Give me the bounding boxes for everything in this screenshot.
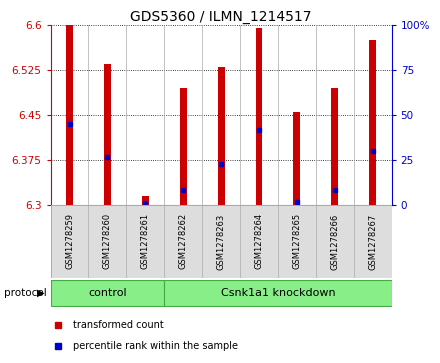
Text: GSM1278262: GSM1278262 bbox=[179, 213, 188, 269]
Text: protocol: protocol bbox=[4, 288, 47, 298]
Text: GSM1278259: GSM1278259 bbox=[65, 213, 74, 269]
Text: GSM1278264: GSM1278264 bbox=[254, 213, 264, 269]
Bar bbox=[104, 64, 111, 205]
Text: GSM1278263: GSM1278263 bbox=[216, 213, 226, 269]
Text: GSM1278267: GSM1278267 bbox=[368, 213, 377, 269]
Bar bbox=[256, 28, 262, 205]
Bar bbox=[218, 67, 224, 205]
Text: ▶: ▶ bbox=[37, 288, 45, 298]
FancyBboxPatch shape bbox=[51, 205, 392, 278]
FancyBboxPatch shape bbox=[51, 280, 164, 306]
Bar bbox=[66, 25, 73, 205]
Bar bbox=[293, 112, 300, 205]
Bar bbox=[331, 88, 338, 205]
Text: control: control bbox=[88, 288, 127, 298]
Text: Csnk1a1 knockdown: Csnk1a1 knockdown bbox=[220, 288, 335, 298]
Text: GSM1278261: GSM1278261 bbox=[141, 213, 150, 269]
Text: transformed count: transformed count bbox=[73, 321, 164, 330]
Bar bbox=[180, 88, 187, 205]
Bar bbox=[369, 40, 376, 205]
FancyBboxPatch shape bbox=[164, 280, 392, 306]
Text: percentile rank within the sample: percentile rank within the sample bbox=[73, 341, 238, 351]
Text: GSM1278265: GSM1278265 bbox=[292, 213, 301, 269]
Title: GDS5360 / ILMN_1214517: GDS5360 / ILMN_1214517 bbox=[130, 11, 312, 24]
Bar bbox=[142, 196, 149, 205]
Text: GSM1278260: GSM1278260 bbox=[103, 213, 112, 269]
Text: GSM1278266: GSM1278266 bbox=[330, 213, 339, 269]
